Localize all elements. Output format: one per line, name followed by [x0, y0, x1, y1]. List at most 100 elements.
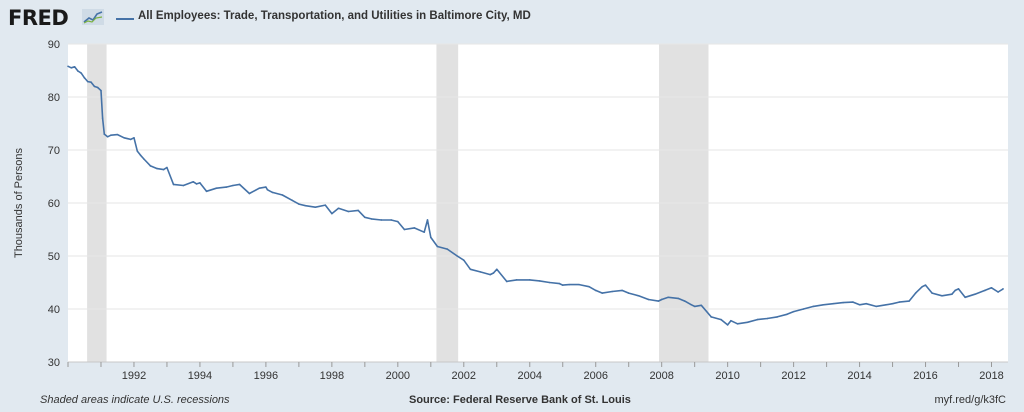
- x-tick-label: 2018: [979, 370, 1003, 382]
- data-point: [101, 117, 104, 119]
- y-tick-label: 30: [48, 357, 60, 369]
- data-point: [730, 319, 732, 322]
- data-point: [858, 303, 861, 306]
- data-point: [133, 137, 135, 139]
- data-point: [192, 181, 195, 183]
- y-tick-label: 50: [48, 251, 60, 263]
- data-point: [106, 135, 109, 138]
- y-tick-labels: 30 40 50 60 70 80 90: [48, 39, 60, 369]
- data-point: [611, 290, 614, 293]
- data-point: [792, 310, 795, 313]
- data-point: [997, 291, 999, 293]
- chart-title[interactable]: All Employees: Trade, Transportation, an…: [138, 10, 531, 22]
- data-point: [426, 219, 429, 221]
- data-point: [86, 80, 89, 83]
- data-point: [215, 187, 218, 189]
- data-point: [110, 134, 112, 136]
- data-point: [647, 298, 650, 301]
- data-point: [469, 268, 472, 271]
- x-tick-labels: 1992 1994 1996 1998 2000 2002 2004 2006 2008 2010…: [67, 362, 1004, 382]
- data-point: [248, 192, 251, 195]
- data-point: [660, 298, 663, 301]
- data-point: [304, 204, 307, 207]
- data-point: [690, 303, 693, 306]
- data-point: [291, 199, 294, 202]
- data-point: [479, 271, 482, 273]
- data-point: [990, 287, 993, 289]
- data-point: [964, 296, 966, 299]
- data-point: [984, 289, 986, 292]
- data-point: [865, 302, 867, 305]
- data-point: [266, 188, 269, 191]
- x-tick-label: 2016: [913, 370, 937, 382]
- x-tick-label: 2010: [715, 370, 739, 382]
- x-tick-label: 2004: [518, 370, 542, 382]
- data-point: [331, 212, 333, 215]
- data-point: [931, 292, 933, 294]
- data-point: [954, 289, 957, 292]
- data-point: [924, 284, 927, 286]
- data-point: [90, 81, 92, 83]
- data-point: [298, 203, 300, 205]
- data-point: [812, 305, 815, 308]
- x-tick-label: 1996: [254, 370, 278, 382]
- x-tick-label: 2008: [649, 370, 673, 382]
- data-point: [397, 220, 399, 223]
- data-point: [588, 285, 590, 288]
- data-point: [898, 301, 900, 303]
- legend-swatch: [116, 18, 134, 20]
- data-point: [258, 187, 261, 189]
- fred-logo[interactable]: FRED: [8, 6, 69, 30]
- data-point: [822, 303, 825, 306]
- data-point: [548, 281, 551, 284]
- data-point: [238, 183, 241, 186]
- data-point: [100, 89, 102, 92]
- data-point: [136, 150, 139, 152]
- data-point: [766, 317, 769, 320]
- data-point: [951, 293, 953, 295]
- short-url[interactable]: myf.red/g/k3fC: [934, 394, 1006, 406]
- data-point: [578, 283, 581, 286]
- x-tick-label: 1998: [320, 370, 344, 382]
- data-point: [123, 137, 125, 139]
- data-point: [568, 283, 571, 286]
- data-point: [337, 207, 340, 210]
- data-point: [957, 288, 960, 290]
- data-point: [172, 183, 175, 186]
- gridlines: [68, 43, 1008, 363]
- x-tick-label: 1994: [188, 370, 212, 382]
- data-points: [67, 65, 1004, 326]
- data-point: [166, 166, 168, 169]
- chart-header: FRED All Employees: Trade, Transportatio…: [8, 4, 1008, 30]
- x-tick-label: 2000: [386, 370, 410, 382]
- data-point: [403, 228, 406, 231]
- data-point: [756, 318, 759, 321]
- data-point: [914, 292, 917, 294]
- data-point: [786, 313, 788, 316]
- data-point: [802, 308, 805, 310]
- data-point: [832, 302, 834, 305]
- data-point: [683, 300, 686, 302]
- data-point: [67, 65, 69, 68]
- data-point: [271, 191, 274, 194]
- data-point: [885, 303, 887, 306]
- data-point: [492, 272, 495, 274]
- data-point: [667, 296, 670, 299]
- data-point: [710, 316, 712, 318]
- data-point: [693, 305, 696, 308]
- data-point: [505, 280, 508, 283]
- data-point: [627, 292, 630, 294]
- data-point: [891, 302, 894, 305]
- data-point: [162, 168, 165, 171]
- data-point: [436, 245, 439, 248]
- data-point: [726, 324, 729, 326]
- recession-note: Shaded areas indicate U.S. recessions: [40, 394, 230, 406]
- data-point: [657, 300, 660, 302]
- data-point: [594, 289, 597, 292]
- data-point: [73, 65, 76, 68]
- data-point: [446, 248, 449, 250]
- data-point: [149, 165, 152, 167]
- data-point: [116, 133, 119, 136]
- x-tick-label: 2006: [583, 370, 607, 382]
